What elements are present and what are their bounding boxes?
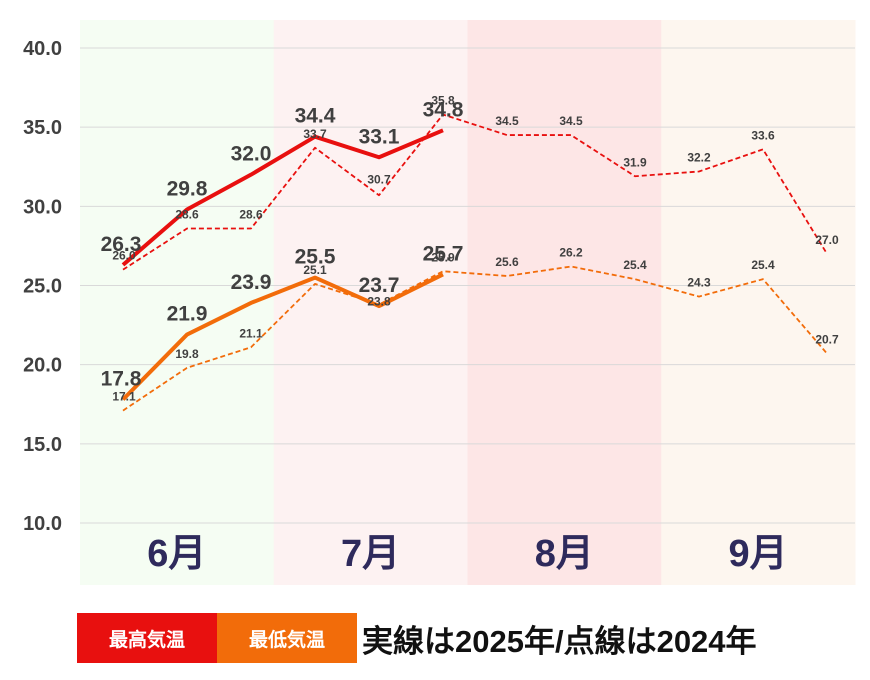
legend: 最高気温 最低気温: [77, 613, 357, 663]
data-label: 23.9: [231, 271, 272, 294]
y-tick-label: 35.0: [23, 117, 62, 139]
month-label: 9月: [729, 533, 788, 575]
data-label: 32.0: [231, 143, 272, 166]
data-label: 24.3: [687, 276, 711, 290]
data-label: 25.7: [423, 242, 464, 265]
data-label: 26.0: [112, 249, 136, 263]
data-label: 27.0: [815, 233, 839, 247]
y-tick-label: 30.0: [23, 196, 62, 218]
y-tick-label: 25.0: [23, 276, 62, 298]
data-label: 25.6: [495, 255, 519, 269]
legend-high-temp: 最高気温: [77, 613, 217, 663]
data-label: 25.1: [303, 263, 327, 277]
series-line-2: [122, 113, 828, 271]
legend-low-temp: 最低気温: [217, 613, 357, 663]
data-label: 32.2: [687, 151, 711, 165]
data-label: 19.8: [175, 347, 199, 361]
month-label: 6月: [147, 533, 206, 575]
month-labels: 6月 7月 8月 9月: [147, 533, 787, 575]
legend-high-label: 最高気温: [108, 629, 185, 651]
y-tick-label: 15.0: [23, 434, 62, 456]
data-label: 34.5: [495, 114, 519, 128]
data-label: 25.4: [751, 258, 775, 272]
legend-low-label: 最低気温: [248, 629, 325, 651]
month-band-4: [661, 20, 856, 585]
data-label: 34.8: [423, 98, 464, 121]
data-label: 35.8: [431, 94, 455, 108]
y-tick-label: 40.0: [23, 38, 62, 60]
data-label: 25.5: [295, 246, 336, 269]
data-label: 26.2: [559, 246, 583, 260]
data-label: 26.3: [101, 233, 142, 256]
data-label: 34.5: [559, 114, 583, 128]
y-tick-label: 10.0: [23, 513, 62, 535]
month-label: 7月: [341, 533, 400, 575]
series-lines: [121, 113, 828, 412]
data-label: 25.4: [623, 258, 647, 272]
data-label: 29.8: [167, 178, 208, 201]
data-label: 28.6: [239, 208, 263, 222]
data-label: 17.8: [101, 368, 142, 391]
data-label: 33.1: [359, 125, 400, 148]
month-label: 8月: [535, 533, 594, 575]
data-label: 28.6: [175, 208, 199, 222]
temperature-chart: 10.0 15.0 20.0 25.0 30.0 35.0 40.0 26.3 29.8 32.…: [23, 20, 856, 585]
series-line-3: [121, 272, 444, 401]
data-label: 17.1: [112, 390, 136, 404]
data-label: 31.9: [623, 155, 647, 169]
series-line-1: [121, 128, 444, 267]
y-axis: 10.0 15.0 20.0 25.0 30.0 35.0 40.0: [23, 38, 62, 535]
data-label: 23.8: [367, 295, 391, 309]
month-band-3: [467, 20, 662, 585]
data-label: 33.7: [303, 127, 327, 141]
y-tick-label: 20.0: [23, 355, 62, 377]
data-label: 21.9: [167, 303, 208, 326]
data-label: 34.4: [295, 105, 336, 128]
series-line-4: [122, 265, 828, 412]
line-style-caption: 実線は2025年/点線は2024年: [362, 623, 757, 659]
data-label: 23.7: [359, 274, 400, 297]
data-label: 33.6: [751, 128, 775, 142]
data-label: 30.7: [367, 172, 391, 186]
data-label: 20.7: [815, 333, 839, 347]
gridlines: [80, 47, 855, 524]
data-labels: 26.3 29.8 32.0 34.4 33.1 34.8 26.0 28.6 28.6 33.7…: [101, 94, 839, 404]
data-label: 21.1: [239, 326, 263, 340]
month-band-1: [80, 20, 275, 585]
data-label: 25.9: [431, 250, 455, 264]
